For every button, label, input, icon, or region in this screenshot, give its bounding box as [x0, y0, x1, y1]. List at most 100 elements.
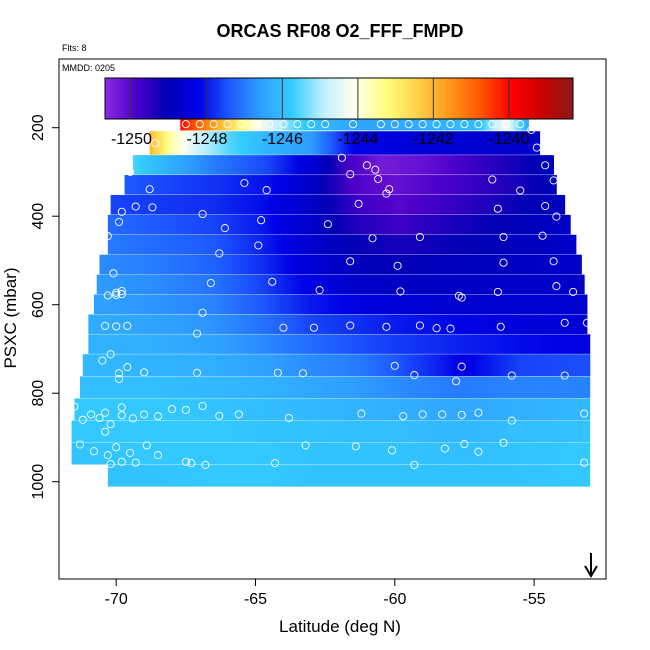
heatmap-cell	[170, 131, 175, 155]
heatmap-cell	[536, 464, 541, 487]
heatmap-cell	[377, 214, 382, 235]
heatmap-cell	[392, 194, 397, 215]
flight-point	[382, 189, 391, 198]
heatmap-cell	[439, 376, 444, 399]
heatmap-cell	[550, 376, 555, 399]
heatmap-cell	[428, 398, 432, 421]
heatmap-cell	[572, 398, 576, 421]
heatmap-cell	[452, 194, 457, 215]
flight-point	[195, 120, 204, 129]
heatmap-cell	[129, 274, 134, 295]
heatmap-cell	[195, 118, 199, 131]
heatmap-cell	[131, 214, 136, 235]
flight-point	[117, 411, 126, 420]
heatmap-cell	[85, 376, 90, 399]
heatmap-cell	[413, 398, 417, 421]
heatmap-cell	[556, 376, 561, 399]
heatmap-cell	[470, 442, 475, 465]
flight-point	[257, 216, 266, 225]
flight-point	[128, 414, 137, 423]
heatmap-cell	[458, 442, 463, 465]
heatmap-cell	[136, 314, 140, 334]
heatmap-cell	[373, 354, 378, 376]
heatmap-cell	[470, 464, 475, 487]
heatmap-cell	[428, 194, 433, 215]
heatmap-cell	[157, 175, 161, 195]
heatmap-cell	[476, 214, 481, 235]
heatmap-cell	[230, 420, 235, 443]
heatmap-cell	[420, 155, 425, 175]
heatmap-cell	[176, 131, 181, 155]
heatmap-cell	[570, 274, 575, 295]
heatmap-cell	[207, 294, 212, 315]
heatmap-cell	[282, 155, 287, 175]
heatmap-cell	[483, 294, 488, 315]
heatmap-cell	[563, 420, 568, 443]
heatmap-cell	[80, 442, 85, 465]
heatmap-cell	[321, 155, 326, 175]
heatmap-cell	[425, 234, 430, 255]
heatmap-cell	[435, 294, 440, 315]
heatmap-cell	[193, 354, 198, 376]
heatmap-cell	[281, 464, 286, 487]
heatmap-cell	[113, 464, 118, 487]
heatmap-cell	[187, 314, 191, 334]
heatmap-cell	[312, 118, 316, 131]
heatmap-cell	[257, 194, 262, 215]
heatmap-cell	[244, 354, 249, 376]
heatmap-cell	[522, 155, 527, 175]
heatmap-cell	[509, 464, 514, 487]
heatmap-cell	[514, 334, 518, 354]
heatmap-cell	[251, 464, 256, 487]
heatmap-cell	[254, 234, 259, 255]
heatmap-cell	[199, 175, 203, 195]
heatmap-cell	[386, 464, 391, 487]
flight-point	[198, 308, 207, 317]
heatmap-cell	[431, 442, 436, 465]
heatmap-cell	[105, 294, 110, 315]
heatmap-cell	[128, 214, 133, 235]
heatmap-cell	[172, 376, 177, 399]
heatmap-cell	[299, 214, 304, 235]
heatmap-cell	[254, 442, 259, 465]
heatmap-cell	[256, 354, 261, 376]
heatmap-cell	[285, 155, 290, 175]
heatmap-cell	[276, 274, 281, 295]
heatmap-cell	[309, 274, 314, 295]
flight-point	[106, 420, 115, 429]
heatmap-cell	[291, 274, 296, 295]
heatmap-cell	[561, 254, 565, 275]
heatmap-cell	[436, 314, 440, 334]
heatmap-cell	[167, 442, 172, 465]
flight-point	[337, 153, 346, 162]
heatmap-cell	[300, 155, 305, 175]
heatmap-cell	[181, 334, 185, 354]
heatmap-cell	[194, 398, 198, 421]
heatmap-cell	[425, 398, 429, 421]
heatmap-cell	[487, 354, 492, 376]
heatmap-cell	[179, 214, 184, 235]
heatmap-cell	[509, 234, 514, 255]
heatmap-cell	[360, 294, 365, 315]
heatmap-cell	[469, 354, 474, 376]
flight-point	[474, 120, 483, 129]
heatmap-cell	[572, 442, 577, 465]
heatmap-cell	[219, 254, 223, 275]
heatmap-cell	[355, 314, 359, 334]
heatmap-cell	[494, 442, 499, 465]
heatmap-cell	[314, 420, 319, 443]
heatmap-cell	[500, 442, 505, 465]
heatmap-cell	[545, 464, 550, 487]
heatmap-cell	[195, 155, 200, 175]
heatmap-cell	[193, 314, 197, 334]
heatmap-cell	[215, 194, 220, 215]
heatmap-cell	[426, 294, 431, 315]
heatmap-cell	[458, 131, 463, 155]
heatmap-cell	[359, 398, 363, 421]
heatmap-cell	[371, 234, 376, 255]
heatmap-cell	[199, 376, 204, 399]
heatmap-cell	[150, 274, 155, 295]
heatmap-cell	[169, 334, 173, 354]
heatmap-cell	[224, 398, 228, 421]
heatmap-cell	[521, 464, 526, 487]
